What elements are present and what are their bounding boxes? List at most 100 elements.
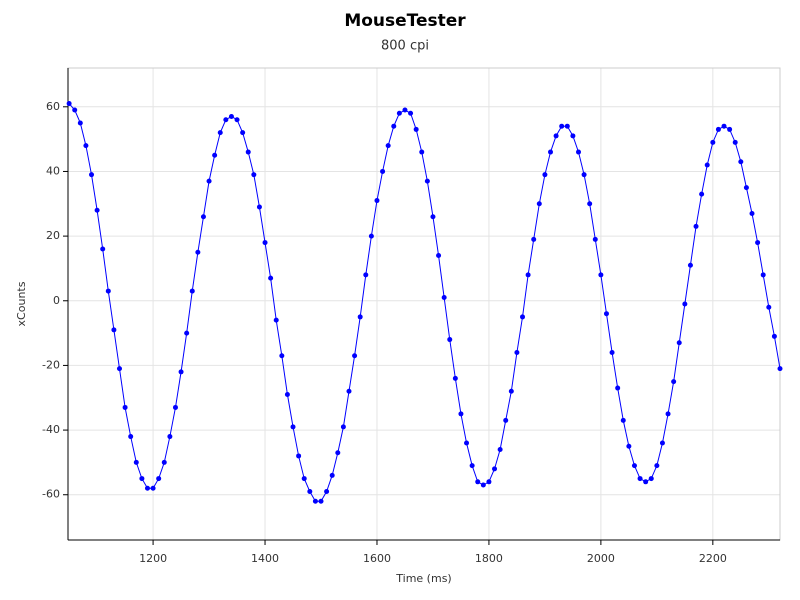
y-tick-label: 0 xyxy=(53,294,60,307)
chart-title: MouseTester xyxy=(344,11,466,31)
data-point xyxy=(184,330,190,336)
data-point xyxy=(368,233,374,239)
data-point xyxy=(240,130,246,136)
data-point xyxy=(424,178,430,184)
data-point xyxy=(441,295,447,301)
data-point xyxy=(340,424,346,430)
data-point xyxy=(391,123,397,129)
data-point xyxy=(514,349,520,355)
data-point xyxy=(486,479,492,485)
data-point xyxy=(217,130,223,136)
data-point xyxy=(564,123,570,129)
data-point xyxy=(587,201,593,207)
data-point xyxy=(357,314,363,320)
data-point xyxy=(626,443,632,449)
data-point xyxy=(553,133,559,139)
data-point xyxy=(312,498,318,504)
data-point xyxy=(682,301,688,307)
data-point xyxy=(262,240,268,246)
data-point xyxy=(133,459,139,465)
data-point xyxy=(648,476,654,482)
data-point xyxy=(536,201,542,207)
data-point xyxy=(743,185,749,191)
data-point xyxy=(77,120,83,126)
data-point xyxy=(721,123,727,129)
data-point xyxy=(206,178,212,184)
data-point xyxy=(615,385,621,391)
data-point xyxy=(72,107,78,113)
data-point xyxy=(100,246,106,252)
data-point xyxy=(352,353,358,359)
data-point xyxy=(161,459,167,465)
data-point xyxy=(447,337,453,343)
data-point xyxy=(671,379,677,385)
y-tick-label: 60 xyxy=(46,100,60,113)
data-point xyxy=(620,417,626,423)
data-point xyxy=(335,450,341,456)
data-point xyxy=(497,446,503,452)
data-point xyxy=(419,149,425,155)
data-point xyxy=(475,479,481,485)
data-point xyxy=(284,392,290,398)
data-point xyxy=(307,489,313,495)
x-tick-label: 1200 xyxy=(139,552,167,565)
data-point xyxy=(89,172,95,178)
data-point xyxy=(732,139,738,145)
data-point xyxy=(380,168,386,174)
data-point xyxy=(464,440,470,446)
data-point xyxy=(268,275,274,281)
data-point xyxy=(251,172,257,178)
data-point xyxy=(531,236,537,242)
data-point xyxy=(637,476,643,482)
data-point xyxy=(150,485,156,491)
data-point xyxy=(128,434,134,440)
data-point xyxy=(592,236,598,242)
data-point xyxy=(408,110,414,116)
data-point xyxy=(329,472,335,478)
data-point xyxy=(301,476,307,482)
data-point xyxy=(598,272,604,278)
x-tick-label: 2200 xyxy=(699,552,727,565)
data-point xyxy=(676,340,682,346)
data-point xyxy=(693,223,699,229)
data-point xyxy=(189,288,195,294)
data-point xyxy=(290,424,296,430)
data-line xyxy=(68,103,781,502)
data-point xyxy=(710,139,716,145)
data-point xyxy=(234,117,240,123)
data-point xyxy=(503,417,509,423)
chart-subtitle: 800 cpi xyxy=(381,39,429,54)
x-tick-label: 2000 xyxy=(587,552,615,565)
data-point xyxy=(687,262,693,268)
data-point xyxy=(603,311,609,317)
data-point xyxy=(116,366,122,372)
data-point xyxy=(273,317,279,323)
data-point xyxy=(195,249,201,255)
data-point xyxy=(492,466,498,472)
data-point xyxy=(83,143,89,149)
data-point xyxy=(167,434,173,440)
data-point xyxy=(777,366,783,372)
data-point xyxy=(480,482,486,488)
data-point xyxy=(200,214,206,220)
data-point xyxy=(223,117,229,123)
data-point xyxy=(318,498,324,504)
data-point xyxy=(122,404,128,410)
y-tick-label: 20 xyxy=(46,229,60,242)
y-tick-label: -40 xyxy=(42,423,60,436)
y-tick-label: -60 xyxy=(42,488,60,501)
data-point xyxy=(178,369,184,375)
data-point xyxy=(111,327,117,333)
data-point xyxy=(665,411,671,417)
data-point xyxy=(430,214,436,220)
data-point xyxy=(402,107,408,113)
data-point xyxy=(766,304,772,310)
data-point xyxy=(760,272,766,278)
data-point xyxy=(575,149,581,155)
data-point xyxy=(256,204,262,210)
y-axis-label: xCounts xyxy=(15,281,28,326)
data-point xyxy=(508,388,514,394)
data-point xyxy=(715,126,721,132)
